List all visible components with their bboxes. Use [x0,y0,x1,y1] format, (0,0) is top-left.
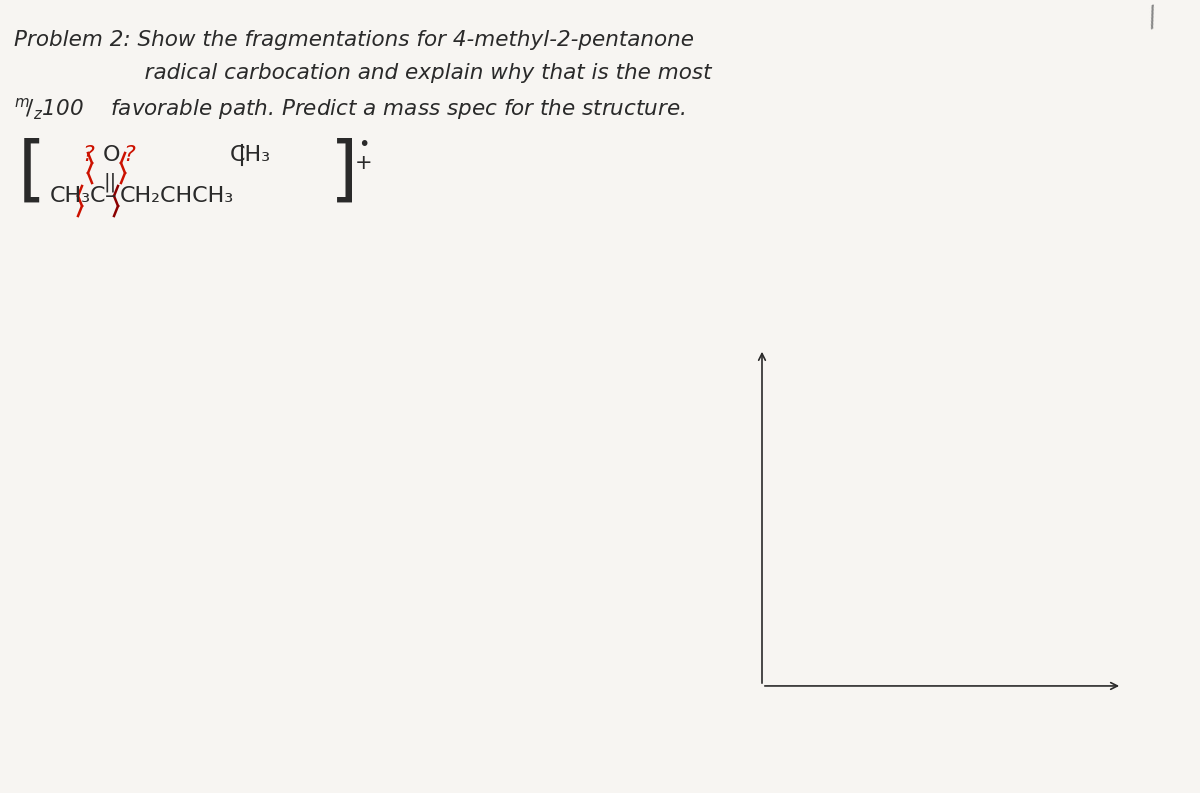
Text: +: + [355,153,373,173]
Text: [: [ [18,138,47,207]
Text: $^m\!/_z$100    favorable path. Predict a mass spec for the structure.: $^m\!/_z$100 favorable path. Predict a m… [14,96,685,122]
Text: /: / [1145,3,1162,33]
Text: ]: ] [330,138,359,207]
Text: –: – [106,186,116,206]
Text: Problem 2: Show the fragmentations for 4-methyl-2-pentanone: Problem 2: Show the fragmentations for 4… [14,30,694,50]
Text: radical carbocation and explain why that is the most: radical carbocation and explain why that… [14,63,712,83]
Text: C: C [90,186,106,206]
Text: CH₃: CH₃ [50,186,91,206]
Text: O: O [103,145,120,165]
Text: CH₂CHCH₃: CH₂CHCH₃ [120,186,234,206]
Text: ?: ? [124,145,134,165]
Text: •: • [358,135,370,154]
Text: CH₃: CH₃ [230,145,271,165]
Text: ||: || [103,173,116,193]
Text: ?: ? [82,145,94,165]
